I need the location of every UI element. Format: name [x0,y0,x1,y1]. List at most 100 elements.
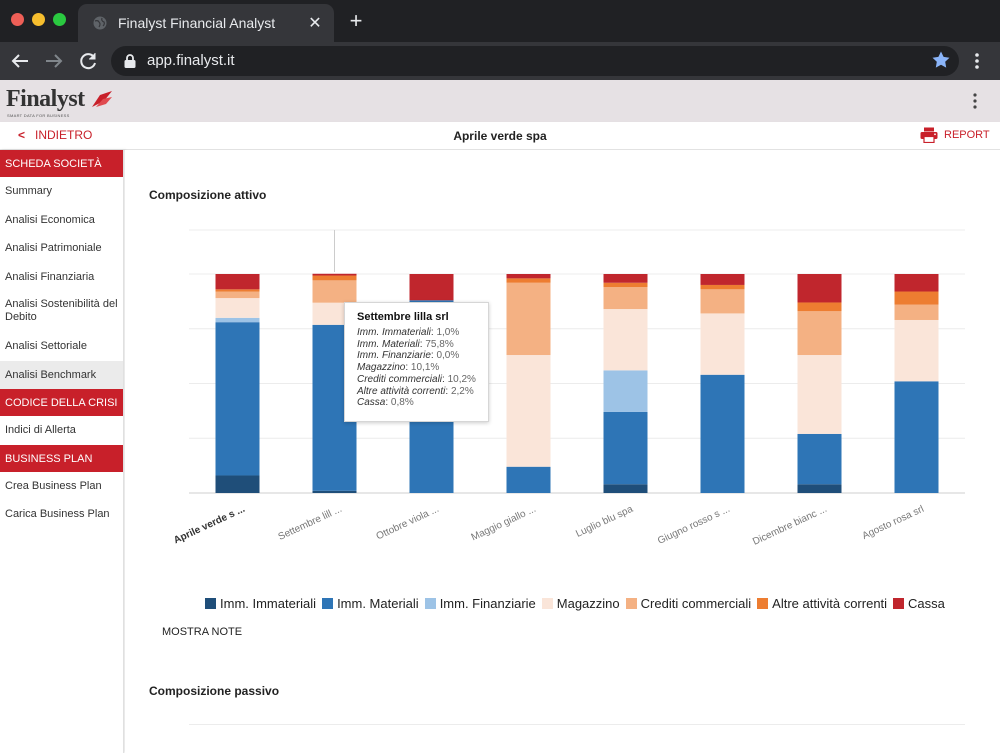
chart-bar-segment [603,274,648,283]
forward-arrow-icon[interactable] [42,49,66,73]
mostra-note-button[interactable]: MOSTRA NOTE [162,626,243,638]
chart-tooltip: Settembre lilla srl Imm. Immateriali: 1,… [344,302,489,422]
sidebar-item-summary[interactable]: Summary [5,185,53,197]
chart-bar-segment [215,475,260,493]
chart-x-tick-label: Agosto rosa srl [861,504,926,542]
sidebar-section-scheda-societa[interactable]: SCHEDA SOCIETÀ [0,150,123,177]
chart-bar-segment [603,484,648,493]
chart-bar-segment [797,311,842,356]
browser-menu-icon[interactable] [967,51,987,71]
chart-legend: Imm. Immateriali Imm. Materiali Imm. Finan… [205,596,951,611]
chart-x-tick-label: Luglio blu spa [574,504,635,540]
legend-swatch [205,598,216,609]
chart-bar-segment [506,466,551,493]
sidebar-item-analisi-economica[interactable]: Analisi Economica [5,213,95,226]
chart-bar-segment [797,274,842,303]
chart-bar-segment [603,282,648,288]
legend-item[interactable]: Crediti commerciali [625,596,751,611]
chart-bar-segment [506,355,551,467]
address-bar[interactable]: app.finalyst.it [111,46,959,76]
browser-titlebar: Finalyst Financial Analyst ✕ + [0,0,1000,42]
app-menu-icon[interactable] [966,92,984,110]
page-subheader: < INDIETRO Aprile verde spa REPORT [0,122,1000,150]
maximize-window-button[interactable] [53,13,66,26]
printer-icon [920,127,938,143]
finalyst-logo[interactable]: Finalyst SMART DATA FOR BUSINESS [6,86,116,120]
chart-x-tick-label: Ottobre viola ... [375,504,441,543]
chart-bar-segment [797,355,842,434]
chart-bar-segment [700,313,745,375]
sidebar-section-business-plan[interactable]: BUSINESS PLAN [0,444,123,472]
chart-bar-segment [797,302,842,312]
tooltip-row: Crediti commerciali: 10,2% [357,373,476,385]
chart-bar-segment [797,433,842,485]
chart-bar-segment [215,317,260,323]
tooltip-row-value: 75,8% [425,338,454,350]
chart-bar-segment [506,282,551,356]
legend-swatch [757,598,769,609]
legend-item[interactable]: Magazzino [541,596,620,611]
reload-icon[interactable] [76,49,100,73]
tooltip-row-value: 10,2% [447,373,476,385]
chart-x-tick-label: Dicembre bianc ... [751,504,829,548]
tooltip-row-label: Magazzino [357,362,406,374]
legend-item[interactable]: Imm. Finanziarie [424,596,536,611]
report-label: REPORT [944,128,990,141]
sidebar-item-analisi-benchmark[interactable]: Analisi Benchmark [0,360,123,389]
chart-bar-segment [603,370,648,412]
tooltip-row: Magazzino: 10,1% [357,362,440,374]
logo-text: Finalyst [6,86,85,112]
tab-close-icon[interactable]: ✕ [308,15,322,32]
chart-bar-segment [603,411,648,485]
chart-bar-segment [603,309,648,371]
tooltip-row-value: 1,0% [436,327,460,338]
close-window-button[interactable] [11,13,24,26]
sidebar-item-analisi-settoriale[interactable]: Analisi Settoriale [5,340,87,352]
chart-bar-segment [215,291,260,299]
sidebar-section-codice-crisi[interactable]: CODICE DELLA CRISI [0,389,123,416]
tab-title: Finalyst Financial Analyst [118,15,276,31]
globe-icon [93,16,107,30]
sidebar-item-carica-business-plan[interactable]: Carica Business Plan [5,508,110,520]
lock-icon [124,54,136,68]
chart-bar-segment [215,298,260,318]
browser-tab[interactable]: Finalyst Financial Analyst ✕ [78,4,334,42]
sidebar-item-indici-allerta[interactable]: Indici di Allerta [5,424,76,436]
chart-bar-segment [894,319,939,382]
legend-label: Magazzino [556,596,620,611]
legend-item[interactable]: Imm. Materiali [322,596,419,611]
legend-item[interactable]: Imm. Immateriali [205,596,316,611]
new-tab-button[interactable]: + [349,8,363,33]
sidebar-item-analisi-patrimoniale[interactable]: Analisi Patrimoniale [5,242,102,254]
chart-bar-segment [700,289,745,314]
chart-bar-segment [409,274,454,301]
chart-bar-segment [506,274,551,279]
tooltip-row-label: Cassa [357,397,386,409]
chart-x-tick-label: Aprile verde s ... [172,504,247,547]
back-button[interactable]: < INDIETRO [18,128,92,142]
chart-bar-segment [894,274,939,292]
composizione-attivo-chart: Aprile verde s ... Settembre lill ... Otto… [172,229,965,548]
legend-swatch [625,598,637,609]
tooltip-row-label: Imm. Finanziarie [357,350,431,362]
back-arrow-icon[interactable] [8,49,32,73]
minimize-window-button[interactable] [32,13,45,26]
sidebar-item-analisi-sostenibilita[interactable]: Analisi Sostenibilità del Debito [5,298,118,323]
report-button[interactable]: REPORT [920,127,990,143]
bookmark-star-icon[interactable] [931,50,951,70]
tooltip-row-value: 0,8% [390,397,414,409]
main-content: Composizione attivo Aprile verde s ... Se… [125,150,1000,753]
tooltip-title: Settembre lilla srl [357,311,449,323]
legend-swatch [541,598,553,609]
legend-label: Altre attività correnti [772,596,888,611]
legend-item[interactable]: Cassa [893,596,945,611]
chart-bar-segment [894,304,939,320]
tooltip-row-value: 10,1% [410,362,440,374]
chart-bar-segment [215,322,260,476]
legend-label: Imm. Immateriali [220,596,317,611]
legend-item[interactable]: Altre attività correnti [757,596,887,611]
tooltip-row-value: 0,0% [436,350,460,362]
sidebar-item-analisi-finanziaria[interactable]: Analisi Finanziaria [5,270,95,283]
tooltip-row: Cassa: 0,8% [357,397,414,409]
sidebar-item-crea-business-plan[interactable]: Crea Business Plan [5,479,102,492]
